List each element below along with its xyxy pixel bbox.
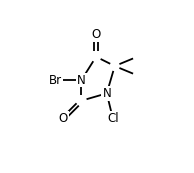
Text: N: N: [102, 87, 111, 100]
Text: N: N: [77, 74, 86, 86]
Text: O: O: [59, 112, 68, 125]
Text: O: O: [91, 28, 101, 41]
Text: Br: Br: [49, 74, 62, 86]
Text: Cl: Cl: [107, 112, 119, 125]
